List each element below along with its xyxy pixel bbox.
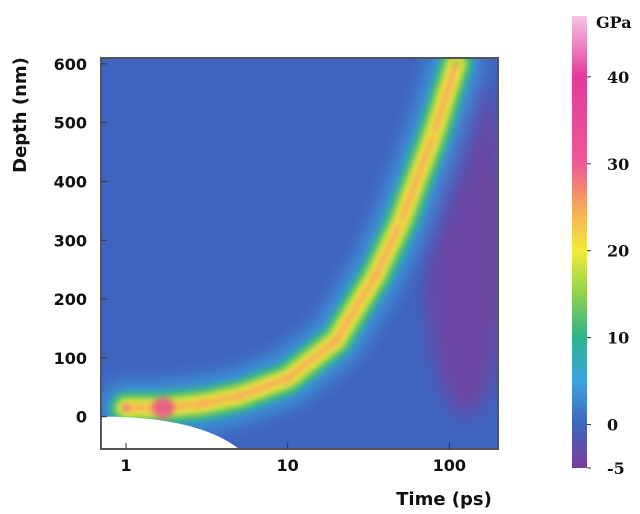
y-tick-label-6: 600 <box>54 55 87 74</box>
white-region <box>101 416 240 449</box>
x-tick-label-0: 1 <box>120 456 131 475</box>
ridge-point-9 <box>452 59 461 68</box>
y-tick-label-2: 200 <box>54 290 87 309</box>
colorbar-tick-label-0: 40 <box>607 68 629 87</box>
pressure-front-band-5 <box>122 60 460 412</box>
ridge-point-5 <box>332 336 341 345</box>
y-tick-label-4: 400 <box>54 172 87 191</box>
heatmap-plot-area <box>101 58 498 449</box>
y-tick-label-1: 100 <box>54 349 87 368</box>
y-tick-label-3: 300 <box>54 231 87 250</box>
x-axis-label: Time (ps) <box>396 489 492 510</box>
ridge-point-6 <box>371 271 380 280</box>
y-tick-label-5: 500 <box>54 114 87 133</box>
ridge-point-8 <box>429 130 438 139</box>
ridge-point-3 <box>235 392 244 401</box>
colorbar-ticks: 40 30 20 10 0 -5 <box>587 68 629 478</box>
x-tick-label-2: 100 <box>433 456 466 475</box>
x-tick-label-1: 10 <box>277 456 299 475</box>
ridge-point-0 <box>122 403 131 412</box>
plot-frame <box>100 57 499 450</box>
colorbar <box>572 16 587 468</box>
colorbar-tick-label-2: 20 <box>607 242 629 261</box>
ridge-point-1 <box>152 396 175 419</box>
colorbar-unit-label: GPa <box>596 13 632 32</box>
y-axis-label: Depth (nm) <box>10 57 31 173</box>
colorbar-tick-label-1: 30 <box>607 155 629 174</box>
colorbar-tick-label-3: 10 <box>607 329 629 348</box>
colorbar-tick-label-4: 0 <box>607 416 618 435</box>
ridge-point-2 <box>199 399 208 408</box>
colorbar-tick-label-5: -5 <box>607 459 625 478</box>
y-axis-ticks: 0 100 200 300 400 500 600 <box>54 55 107 427</box>
ridge-point-7 <box>396 218 405 227</box>
ridge-point-4 <box>283 374 292 383</box>
y-tick-label-0: 0 <box>76 408 87 427</box>
x-axis-ticks: 1 10 100 <box>120 443 466 475</box>
